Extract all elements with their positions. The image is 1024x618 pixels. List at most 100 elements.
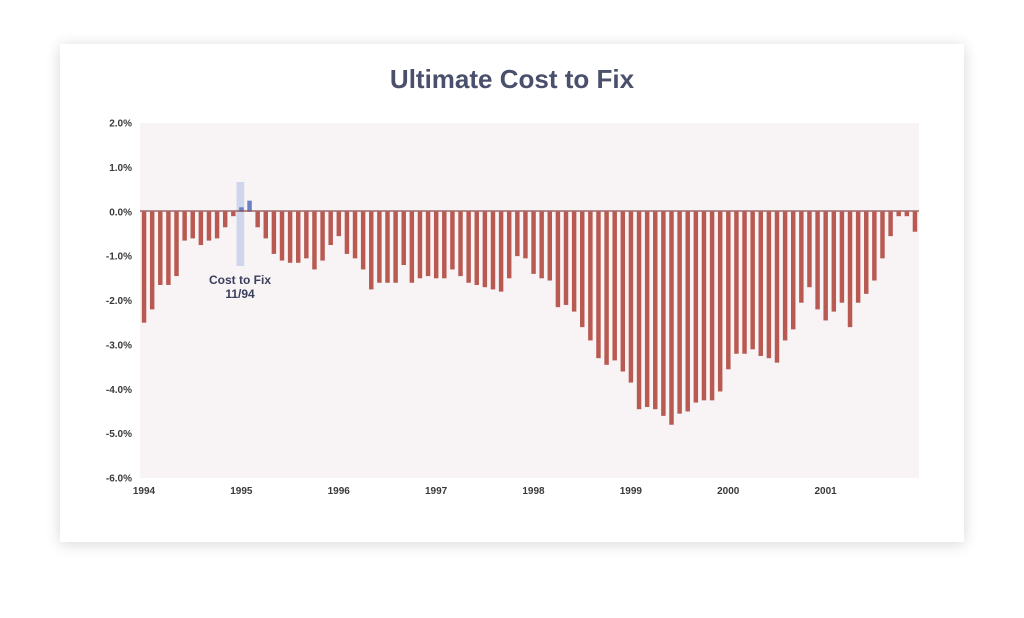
annotation-band [236, 182, 245, 266]
bar [685, 211, 690, 412]
bar [588, 211, 593, 341]
bar [734, 211, 739, 354]
bar [393, 211, 398, 283]
bar [352, 211, 358, 259]
bar [515, 211, 520, 257]
bar [823, 211, 828, 321]
plot-background [140, 123, 919, 478]
bar [450, 211, 455, 270]
bar [425, 211, 431, 277]
bar [580, 211, 585, 328]
bar [304, 211, 309, 259]
bar [360, 211, 366, 270]
bar [774, 211, 780, 363]
bars-group [141, 200, 918, 425]
y-tick-label: 0.0% [109, 207, 132, 218]
bar [198, 211, 204, 246]
bar [790, 211, 796, 330]
bar [369, 211, 374, 290]
chart-title: Ultimate Cost to Fix [389, 64, 635, 94]
bar [328, 211, 333, 246]
bar [474, 211, 479, 285]
x-tick-label: 1997 [425, 486, 448, 497]
bar [141, 211, 147, 323]
y-tick-label: -4.0% [106, 385, 132, 396]
bar [239, 207, 244, 212]
bar [320, 211, 325, 261]
bar [531, 211, 536, 274]
bar [669, 211, 674, 425]
bar [385, 211, 390, 283]
bar [864, 211, 869, 294]
bar [628, 211, 634, 383]
y-tick-label: -3.0% [106, 340, 132, 351]
bar [644, 211, 650, 407]
bar [782, 211, 788, 341]
bar [417, 211, 423, 279]
x-tick-label: 1999 [620, 486, 643, 497]
y-axis: 2.0% 1.0% 0.0% -1.0% -2.0% -3.0% -4.0% -5.0% -6.… [106, 119, 132, 485]
bar [750, 211, 755, 350]
bar [279, 211, 285, 261]
bar [547, 211, 553, 281]
bar [174, 211, 179, 277]
x-tick-label: 1996 [328, 486, 351, 497]
bar [190, 211, 195, 239]
bar [807, 211, 812, 288]
bar [563, 211, 569, 305]
bar [815, 211, 820, 310]
bar [701, 211, 707, 401]
x-tick-label: 1995 [230, 486, 253, 497]
bar [263, 211, 268, 239]
bar [758, 211, 763, 356]
chart-card: Ultimate Cost to Fix 2.0% 1.0% 0.0% -1.0% -2… [60, 44, 964, 542]
bar [636, 211, 642, 410]
x-tick-label: 1998 [522, 486, 545, 497]
bar [855, 211, 861, 303]
bar [344, 211, 350, 254]
bar [880, 211, 885, 259]
y-tick-label: -2.0% [106, 296, 132, 307]
bar [247, 200, 252, 212]
bar [182, 211, 187, 241]
bar [620, 211, 626, 372]
bar [677, 211, 682, 414]
bar [336, 211, 342, 237]
bar [255, 211, 260, 228]
bar [555, 211, 561, 308]
bar [296, 211, 301, 263]
y-tick-label: 1.0% [109, 163, 132, 174]
bar [401, 211, 406, 265]
bar [312, 211, 317, 270]
bar [596, 211, 601, 359]
bar [742, 211, 747, 354]
annotation-label-line1: Cost to Fix [209, 273, 271, 287]
bar [523, 211, 528, 259]
bar [709, 211, 715, 401]
y-tick-label: -5.0% [106, 429, 132, 440]
annotation-label-line2: 11/94 [225, 287, 255, 301]
bar [912, 211, 918, 232]
bar [604, 211, 609, 365]
bar [466, 211, 471, 283]
bar [847, 211, 853, 328]
bar [442, 211, 447, 279]
x-axis: 1994 1995 1996 1997 1998 1999 2000 2001 [133, 486, 837, 497]
bar [206, 211, 212, 241]
bar-chart: 2.0% 1.0% 0.0% -1.0% -2.0% -3.0% -4.0% -5.0% -6.… [106, 119, 919, 497]
bar [539, 211, 544, 279]
bar [726, 211, 731, 370]
bar [896, 211, 901, 217]
bar [490, 211, 496, 290]
bar [904, 211, 910, 217]
y-tick-label: -1.0% [106, 252, 132, 263]
bar [158, 211, 163, 285]
bar [888, 211, 893, 237]
bar [214, 211, 220, 239]
bar [231, 211, 236, 217]
bar [377, 211, 382, 283]
bar [612, 211, 617, 361]
bar [498, 211, 504, 292]
bar [506, 211, 512, 279]
bar [799, 211, 804, 303]
